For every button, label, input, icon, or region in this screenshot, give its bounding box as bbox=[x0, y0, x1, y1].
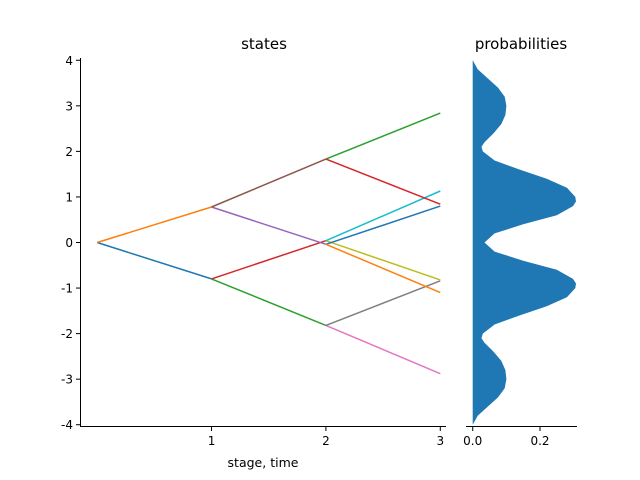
state-transition-line bbox=[96, 206, 212, 244]
state-transition-line bbox=[325, 158, 441, 205]
states-x-axis-label: stage, time bbox=[228, 455, 299, 470]
probabilities-title: probabilities bbox=[475, 35, 568, 53]
state-transition-line bbox=[211, 206, 327, 246]
y-tick-label: -2 bbox=[61, 327, 73, 341]
x-tick-label: 2 bbox=[322, 434, 330, 448]
y-tick-label: -3 bbox=[61, 373, 73, 387]
x-tick-label: 1 bbox=[208, 434, 216, 448]
y-tick-label: 0 bbox=[65, 236, 73, 250]
state-transition-line bbox=[325, 243, 441, 294]
state-transition-line bbox=[325, 112, 441, 160]
probabilities-x-ticks: 0.0 0.2 bbox=[463, 427, 550, 448]
state-transition-line bbox=[325, 324, 441, 375]
state-transition-line bbox=[325, 205, 441, 246]
states-panel: states -4 -3 -2 -1 0 1 2 3 4 1 2 3 stage, time bbox=[61, 35, 446, 470]
y-tick-label: -1 bbox=[61, 282, 73, 296]
state-transition-line bbox=[96, 241, 212, 280]
y-tick-label: -4 bbox=[61, 418, 73, 432]
prob-x-tick-label: 0.0 bbox=[463, 434, 482, 448]
states-x-ticks: 1 2 3 bbox=[208, 427, 444, 448]
states-y-ticks: -4 -3 -2 -1 0 1 2 3 4 bbox=[61, 54, 80, 432]
state-transition-line bbox=[211, 158, 327, 208]
states-lines bbox=[96, 112, 441, 375]
probabilities-panel: probabilities 0.0 0.2 bbox=[463, 35, 577, 448]
state-transition-line bbox=[325, 280, 441, 327]
probability-density-area bbox=[472, 60, 576, 425]
state-transition-line bbox=[325, 239, 441, 281]
prob-x-tick-label: 0.2 bbox=[530, 434, 549, 448]
y-tick-label: 1 bbox=[65, 190, 73, 204]
state-transition-line bbox=[211, 278, 327, 327]
y-tick-label: 3 bbox=[65, 99, 73, 113]
states-title: states bbox=[241, 35, 287, 53]
y-tick-label: 2 bbox=[65, 145, 73, 159]
y-tick-label: 4 bbox=[65, 54, 73, 68]
x-tick-label: 3 bbox=[436, 434, 444, 448]
state-transition-line bbox=[211, 239, 327, 280]
state-transition-line bbox=[325, 190, 441, 242]
